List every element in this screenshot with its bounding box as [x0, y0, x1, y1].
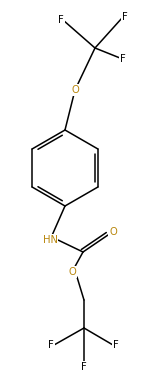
Text: F: F [48, 340, 54, 350]
Text: O: O [109, 227, 117, 237]
Text: HN: HN [43, 235, 57, 245]
Text: F: F [81, 362, 87, 372]
Text: F: F [120, 54, 126, 64]
Text: F: F [122, 12, 128, 22]
Text: O: O [68, 267, 76, 277]
Text: F: F [113, 340, 119, 350]
Text: F: F [58, 15, 64, 25]
Text: O: O [71, 85, 79, 95]
